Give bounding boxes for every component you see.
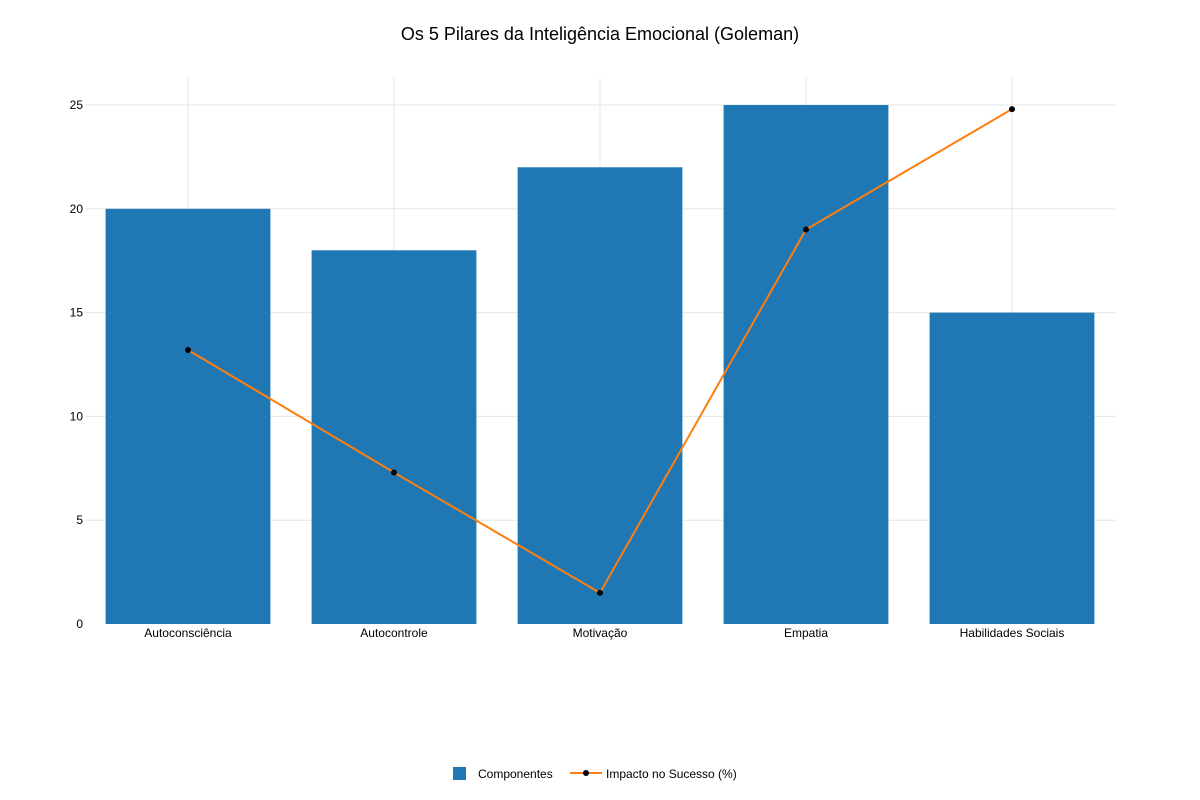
y-tick-label: 0 (76, 617, 83, 631)
x-tick-label: Empatia (784, 626, 828, 640)
y-tick-label: 5 (76, 513, 83, 527)
y-tick-label: 15 (70, 306, 84, 320)
bar (105, 208, 271, 624)
line-point (185, 346, 191, 353)
x-tick-label: Motivação (573, 626, 628, 640)
line-point (803, 226, 809, 233)
bar (517, 167, 683, 624)
bar (311, 250, 477, 625)
x-tick-label: Autocontrole (360, 626, 428, 640)
legend: Componentes Impacto no Sucesso (%) (453, 767, 737, 781)
x-tick-label: Habilidades Sociais (960, 626, 1065, 640)
line-point (391, 469, 397, 476)
legend-swatch-componentes (453, 767, 466, 780)
axis-layer: 0 5 10 15 20 25 Autoconsciência Autocontrole Mot… (70, 98, 1065, 640)
bar (929, 312, 1095, 624)
legend-label-componentes: Componentes (478, 767, 553, 781)
line-point (1009, 106, 1015, 113)
bar-layer (105, 104, 1095, 625)
y-tick-label: 10 (70, 409, 84, 423)
legend-label-impacto: Impacto no Sucesso (%) (606, 767, 737, 781)
x-tick-label: Autoconsciência (144, 626, 232, 640)
chart-title: Os 5 Pilares da Inteligência Emocional (… (401, 24, 799, 44)
legend-swatch-impacto-marker (583, 770, 589, 776)
y-tick-label: 20 (70, 202, 84, 216)
y-tick-label: 25 (70, 98, 84, 112)
bar (723, 104, 889, 625)
line-point (597, 589, 603, 596)
line-layer (185, 106, 1015, 596)
